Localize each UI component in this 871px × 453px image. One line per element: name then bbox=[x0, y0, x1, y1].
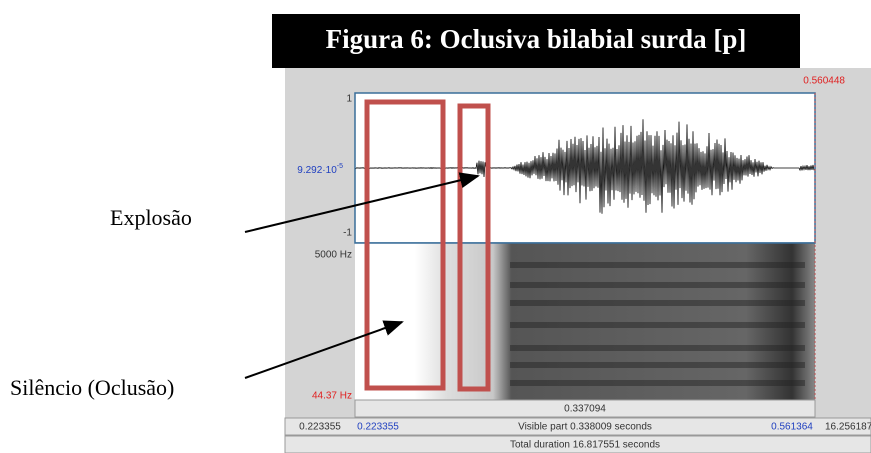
window-end: 16.256187 bbox=[825, 422, 871, 433]
waveform bbox=[355, 119, 815, 214]
spectrogram bbox=[355, 243, 815, 400]
selection-duration: 0.337094 bbox=[564, 404, 606, 415]
wave-mid: 9.292·10-5 bbox=[297, 163, 343, 176]
burst-label: Explosão bbox=[110, 205, 192, 230]
window-start: 0.223355 bbox=[299, 422, 341, 433]
silence-arrow bbox=[244, 320, 404, 379]
freq-max: 5000 Hz bbox=[315, 250, 352, 261]
burst-arrow bbox=[244, 172, 480, 233]
cursor-time: 0.560448 bbox=[803, 76, 845, 87]
silence-label: Silêncio (Oclusão) bbox=[10, 375, 174, 400]
formant-band bbox=[510, 262, 805, 268]
formant-band bbox=[510, 345, 805, 351]
wave-mid-mantissa: 9.292·10 bbox=[297, 165, 337, 176]
formant-band bbox=[510, 282, 805, 288]
formant-band bbox=[510, 322, 805, 328]
selection-bar[interactable] bbox=[354, 399, 816, 418]
wave-max: 1 bbox=[346, 94, 352, 105]
visible-start: 0.223355 bbox=[357, 422, 399, 433]
wave-min: -1 bbox=[343, 228, 352, 239]
total-duration: Total duration 16.817551 seconds bbox=[510, 440, 660, 451]
burst-box bbox=[457, 103, 491, 392]
total-bar[interactable] bbox=[284, 435, 871, 453]
wave-mid-exponent: -5 bbox=[337, 163, 343, 170]
formant-band bbox=[510, 380, 805, 386]
title-box bbox=[272, 14, 800, 68]
title: Figura 6: Oclusiva bilabial surda [p] bbox=[326, 24, 747, 54]
silence-box bbox=[364, 99, 446, 391]
visible-part: Visible part 0.338009 seconds bbox=[518, 422, 652, 433]
formant-band bbox=[510, 300, 805, 306]
visible-end: 0.561364 bbox=[771, 422, 813, 433]
formant-band bbox=[510, 362, 805, 368]
freq-min: 44.37 Hz bbox=[312, 391, 352, 402]
formant-bands bbox=[510, 262, 805, 386]
visible-bar[interactable] bbox=[284, 417, 871, 436]
